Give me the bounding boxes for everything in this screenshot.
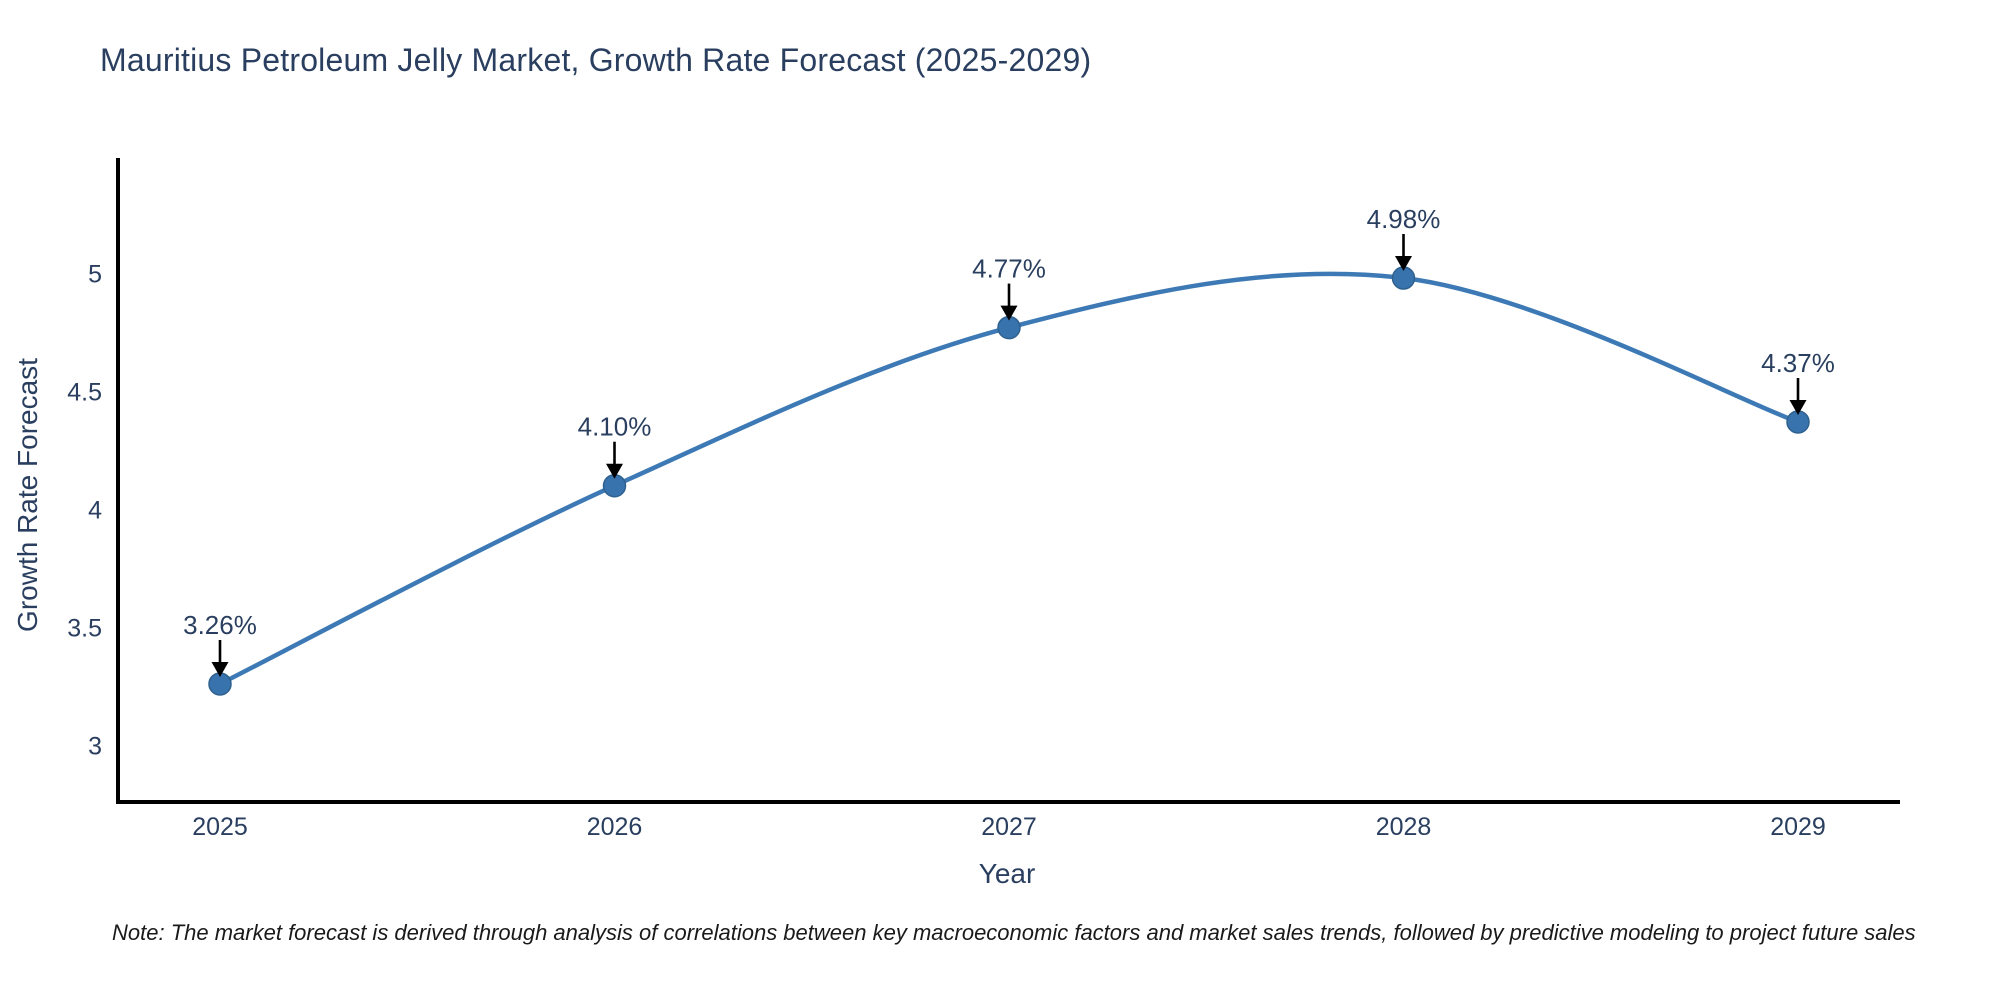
y-tick-label: 5 (88, 260, 102, 288)
y-tick-label: 3 (88, 732, 102, 760)
y-tick-label: 4 (88, 496, 102, 524)
annotation-arrowhead (211, 661, 229, 677)
point-value-label: 4.98% (1367, 204, 1441, 234)
point-value-label: 4.37% (1761, 348, 1835, 378)
chart-title: Mauritius Petroleum Jelly Market, Growth… (100, 42, 1092, 78)
x-axis-title: Year (978, 858, 1036, 889)
x-tick-label: 2025 (192, 813, 248, 841)
annotation-arrowhead (1000, 305, 1018, 321)
footnote: Note: The market forecast is derived thr… (112, 920, 1916, 945)
axis-lines (116, 158, 1900, 804)
point-value-label: 4.10% (578, 412, 652, 442)
point-value-label: 3.26% (183, 610, 257, 640)
annotation-arrowhead (1395, 256, 1412, 272)
x-tick-label: 2026 (587, 813, 643, 841)
y-tick-label: 3.5 (67, 614, 102, 642)
point-value-label: 4.77% (972, 254, 1046, 284)
annotation-arrowhead (606, 463, 623, 479)
x-tick-label: 2027 (981, 813, 1037, 841)
x-tick-label: 2029 (1770, 813, 1826, 841)
annotation-arrowhead (1789, 399, 1807, 415)
y-tick-label: 4.5 (67, 378, 102, 406)
x-tick-label: 2028 (1376, 813, 1432, 841)
